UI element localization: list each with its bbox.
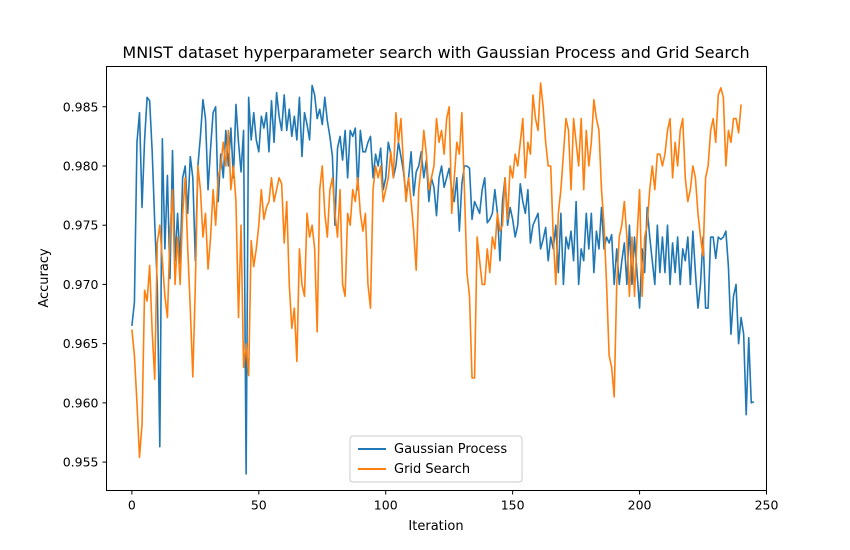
x-axis: 0 50 100 150 200 250 xyxy=(128,490,779,513)
x-tick-label: 0 xyxy=(128,498,136,513)
x-tick-label: 250 xyxy=(755,498,779,513)
y-tick-label: 0.970 xyxy=(63,277,99,292)
x-tick-label: 200 xyxy=(628,498,652,513)
y-tick-label: 0.985 xyxy=(63,99,99,114)
legend-frame xyxy=(349,435,523,483)
y-tick-label: 0.960 xyxy=(63,395,99,410)
y-axis-label: Accuracy xyxy=(37,248,52,308)
x-tick-label: 50 xyxy=(251,498,267,513)
y-tick-label: 0.980 xyxy=(63,158,99,173)
x-axis-label: Iteration xyxy=(408,519,463,534)
y-axis: 0.955 0.960 0.965 0.970 0.975 0.980 0.985 xyxy=(63,99,107,470)
legend-label-gaussian-process: Gaussian Process xyxy=(394,442,507,457)
y-tick-label: 0.955 xyxy=(63,455,99,470)
axes-frame xyxy=(106,66,767,491)
legend: Gaussian Process Grid Search xyxy=(349,435,523,483)
chart-title: MNIST dataset hyperparameter search with… xyxy=(122,43,749,62)
legend-label-grid-search: Grid Search xyxy=(394,462,470,477)
x-tick-label: 150 xyxy=(501,498,525,513)
x-tick-label: 100 xyxy=(374,498,398,513)
plot-area xyxy=(131,82,755,475)
y-tick-label: 0.965 xyxy=(63,336,99,351)
series-line-gaussian-process xyxy=(131,84,755,475)
series-line-grid-search xyxy=(131,82,742,459)
y-tick-label: 0.975 xyxy=(63,218,99,233)
